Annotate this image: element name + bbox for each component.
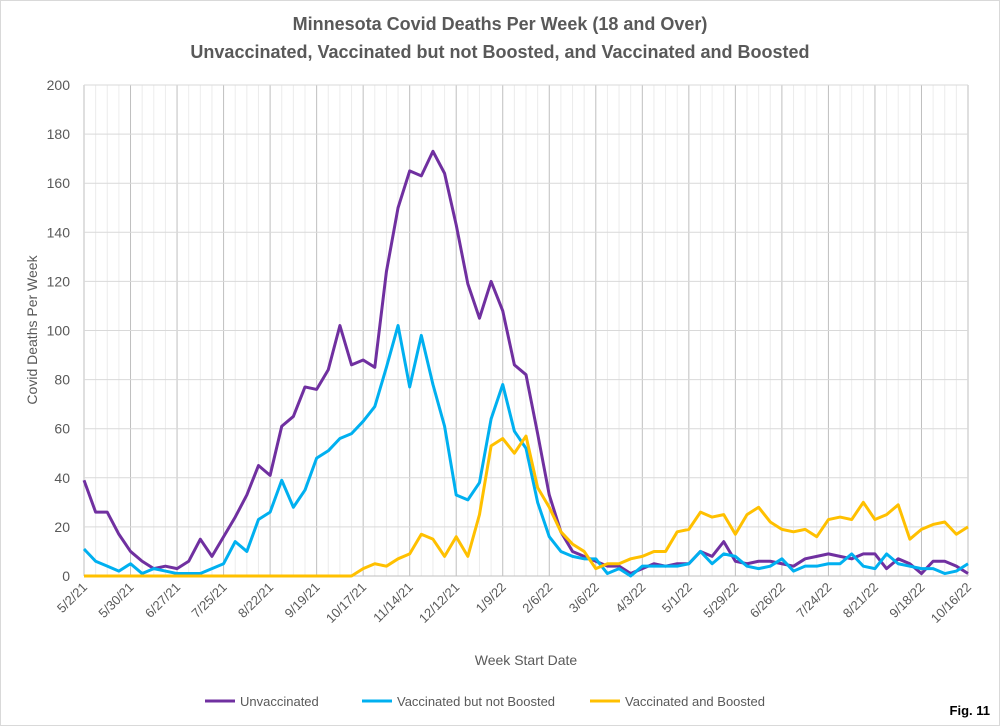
legend-label: Vaccinated and Boosted bbox=[625, 694, 765, 709]
y-tick-label: 60 bbox=[54, 421, 70, 437]
x-axis-label: Week Start Date bbox=[475, 652, 578, 668]
series-line bbox=[82, 324, 969, 578]
y-tick-label: 0 bbox=[62, 568, 70, 584]
series-line bbox=[82, 149, 969, 576]
series-line bbox=[84, 434, 969, 578]
y-tick-label: 120 bbox=[47, 273, 71, 289]
annotation: Fig. 11 bbox=[950, 703, 990, 718]
y-tick-label: 20 bbox=[54, 519, 70, 535]
legend-label: Unvaccinated bbox=[240, 694, 319, 709]
y-tick-label: 40 bbox=[54, 470, 70, 486]
y-tick-label: 100 bbox=[47, 323, 71, 339]
y-axis-label: Covid Deaths Per Week bbox=[24, 254, 40, 404]
y-tick-label: 140 bbox=[47, 224, 71, 240]
chart-title: Minnesota Covid Deaths Per Week (18 and … bbox=[293, 14, 708, 34]
y-tick-label: 180 bbox=[47, 126, 71, 142]
y-tick-label: 200 bbox=[47, 77, 71, 93]
y-tick-label: 160 bbox=[47, 175, 71, 191]
y-tick-label: 80 bbox=[54, 372, 70, 388]
legend-label: Vaccinated but not Boosted bbox=[397, 694, 555, 709]
chart-subtitle: Unvaccinated, Vaccinated but not Boosted… bbox=[190, 42, 809, 62]
